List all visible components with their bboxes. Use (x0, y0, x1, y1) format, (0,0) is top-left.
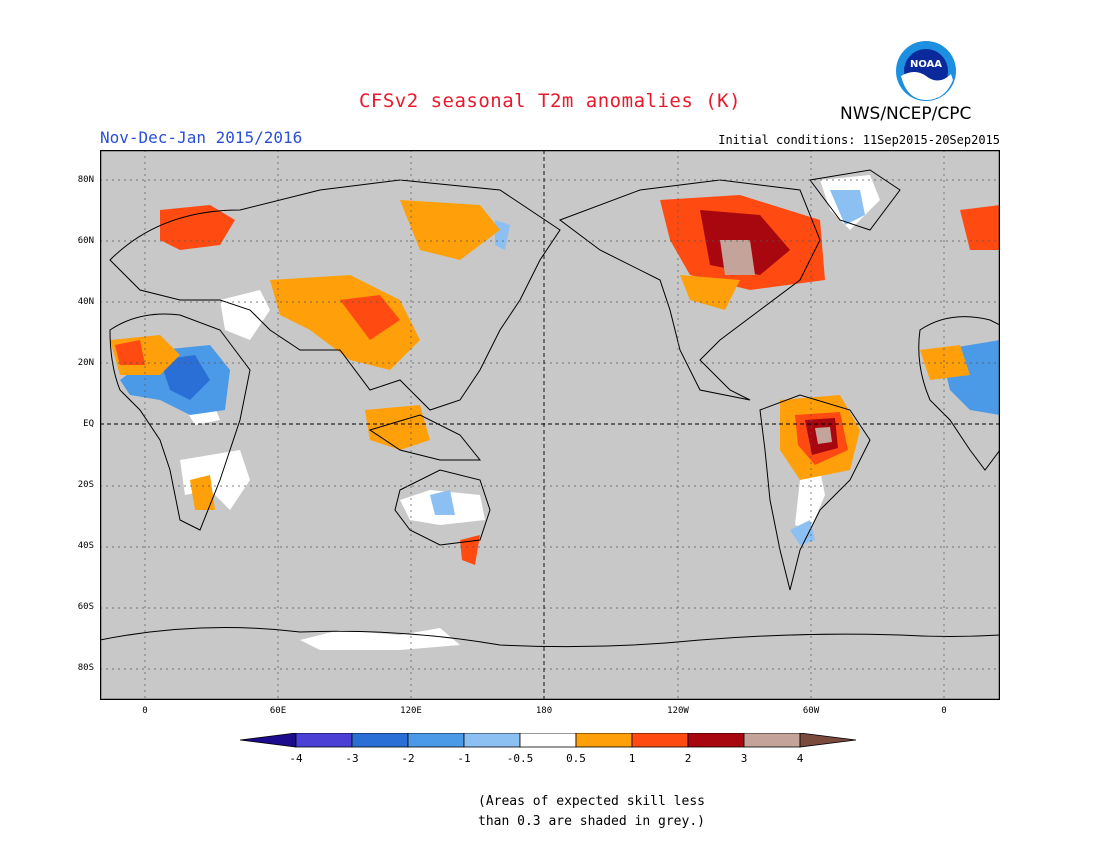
colorbar-tick-label: -4 (289, 752, 303, 765)
colorbar-arrow-low (240, 733, 297, 748)
map-background (100, 150, 1000, 700)
skill-note: (Areas of expected skill less than 0.3 a… (478, 792, 738, 832)
lon-label: 0 (941, 706, 947, 716)
reference-lines (100, 150, 1000, 700)
colorbar-tick-label: 0.5 (566, 752, 586, 765)
skill-note-line-1: (Areas of expected skill less (478, 794, 705, 809)
lat-label: 40N (77, 297, 94, 307)
anomaly-map (100, 150, 1000, 700)
colorbar-tick-label: -1 (457, 752, 471, 765)
lat-label: 40S (77, 541, 94, 551)
colorbar-tick-label: -2 (401, 752, 415, 765)
colorbar-segment (463, 733, 521, 748)
colorbar-tick-label: 4 (796, 752, 804, 765)
chart-title: CFSv2 seasonal T2m anomalies (K) (358, 90, 742, 112)
lon-label: 60W (802, 706, 820, 716)
colorbar (240, 733, 857, 748)
lat-label: 20N (77, 358, 94, 368)
colorbar-tick-label: 2 (684, 752, 692, 765)
colorbar-tick-label: 3 (740, 752, 748, 765)
coastlines (100, 169, 1000, 648)
colorbar-segment (351, 733, 409, 748)
map-frame (100, 150, 1000, 700)
colorbar-arrow-high (799, 733, 857, 748)
colorbar-segment (407, 733, 465, 748)
lon-label: 180 (535, 706, 553, 716)
agency-label: NWS/NCEP/CPC (840, 104, 972, 124)
lat-label: 20S (77, 480, 94, 490)
colorbar-segment (743, 733, 801, 748)
gridlines (100, 150, 1000, 700)
lat-label: 60S (77, 602, 94, 612)
colorbar-segment (631, 733, 689, 748)
lon-label: 120W (667, 706, 689, 716)
lon-label: 0 (142, 706, 148, 716)
lon-label: 120E (400, 706, 422, 716)
colorbar-tick-label: -3 (345, 752, 359, 765)
colorbar-segment (687, 733, 745, 748)
lat-label: EQ (83, 419, 94, 429)
colorbar-segment (575, 733, 633, 748)
lat-label: 60N (77, 236, 94, 246)
colorbar-tick-label: -0.5 (506, 752, 534, 765)
colorbar-tick-label: 1 (628, 752, 636, 765)
warm-anomaly-areas (110, 195, 1000, 565)
colorbar-segment (295, 733, 353, 748)
forecast-period: Nov-Dec-Jan 2015/2016 (100, 128, 303, 147)
colorbar-segment (519, 733, 577, 748)
lat-label: 80S (77, 663, 94, 673)
lon-label: 60E (269, 706, 287, 716)
skill-note-line-2: than 0.3 are shaded in grey.) (478, 814, 705, 829)
initial-conditions: Initial conditions: 11Sep2015-20Sep2015 (718, 133, 1000, 147)
noaa-logo: NOAA (896, 41, 956, 101)
lat-label: 80N (77, 175, 94, 185)
logo-text: NOAA (910, 59, 942, 70)
